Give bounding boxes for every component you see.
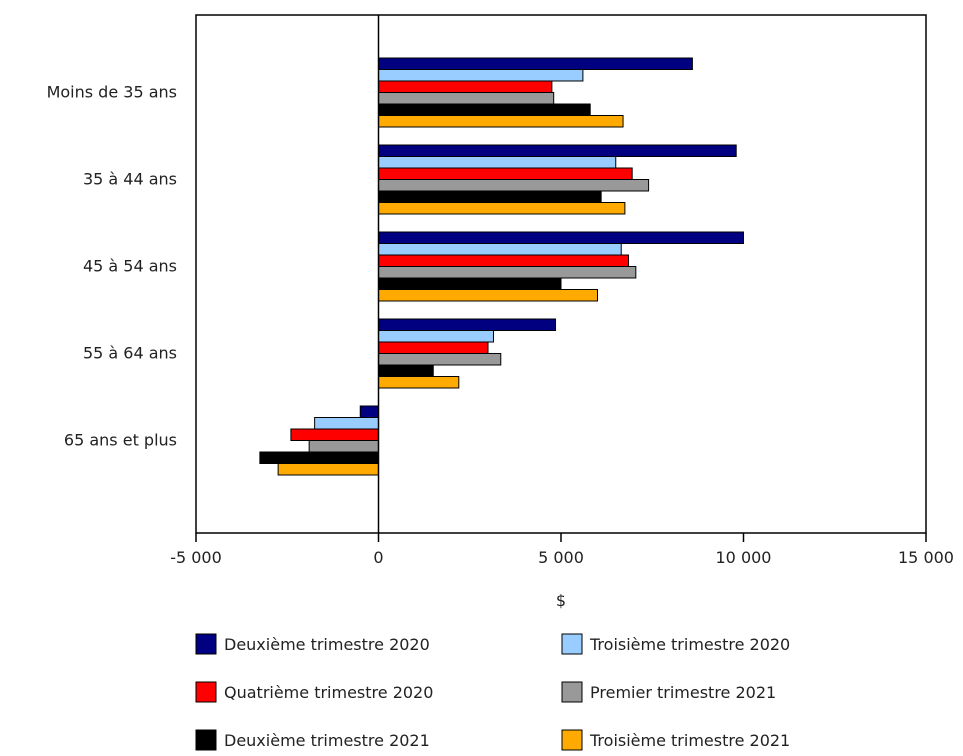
bars-group: [259, 57, 744, 476]
legend-label: Deuxième trimestre 2021: [224, 731, 430, 750]
bar-2-4: [378, 179, 650, 192]
legend-label: Premier trimestre 2021: [590, 683, 776, 702]
category-label: Moins de 35 ans: [47, 83, 177, 102]
bar-3-3: [378, 254, 630, 267]
x-axis-ticks: -5 000 0 5 000 10 000 15 000: [170, 533, 954, 567]
bar-1-3: [378, 80, 553, 93]
legend-swatch: [195, 681, 217, 703]
bar-4-4: [378, 353, 502, 366]
category-label: 65 ans et plus: [64, 431, 177, 450]
x-axis-label: $: [556, 591, 566, 610]
bar-4-5: [378, 364, 434, 377]
bar-1-1: [378, 57, 693, 70]
category-labels: Moins de 35 ans 35 à 44 ans 45 à 54 ans 55 …: [47, 83, 177, 450]
bar-5-2: [314, 417, 379, 430]
bar-2-6: [378, 202, 626, 215]
bar-1-5: [378, 103, 591, 116]
bar-5-1: [359, 405, 379, 418]
bar-2-2: [378, 156, 617, 169]
legend-swatch: [195, 633, 217, 655]
x-tick-label: -5 000: [170, 548, 222, 567]
x-tick-label: 15 000: [898, 548, 954, 567]
x-tick-label: 5 000: [538, 548, 584, 567]
legend-label: Troisième trimestre 2021: [589, 731, 790, 750]
bar-3-2: [378, 243, 622, 256]
bar-5-4: [308, 440, 379, 453]
bar-2-5: [378, 190, 602, 203]
legend-label: Deuxième trimestre 2020: [224, 635, 430, 654]
bar-3-1: [378, 231, 744, 244]
x-tick-label: 0: [373, 548, 383, 567]
legend-swatch: [561, 633, 583, 655]
bar-4-6: [378, 376, 460, 389]
legend-label: Quatrième trimestre 2020: [224, 683, 433, 702]
legend: Deuxième trimestre 2020 Troisième trimest…: [195, 633, 790, 751]
category-label: 35 à 44 ans: [83, 170, 177, 189]
legend-swatch: [561, 729, 583, 751]
legend-swatch: [561, 681, 583, 703]
bar-2-1: [378, 144, 737, 157]
x-tick-label: 10 000: [716, 548, 772, 567]
bar-2-3: [378, 167, 633, 180]
bar-4-3: [378, 341, 489, 354]
category-label: 45 à 54 ans: [83, 257, 177, 276]
category-label: 55 à 64 ans: [83, 344, 177, 363]
bar-1-6: [378, 115, 624, 128]
legend-label: Troisième trimestre 2020: [589, 635, 790, 654]
bar-3-5: [378, 277, 562, 290]
bar-5-6: [277, 463, 379, 476]
bar-5-5: [259, 451, 379, 464]
bar-3-6: [378, 289, 598, 302]
bar-5-3: [290, 428, 379, 441]
legend-swatch: [195, 729, 217, 751]
bar-1-4: [378, 92, 555, 105]
bar-4-1: [378, 318, 557, 331]
bar-1-2: [378, 69, 584, 82]
bar-3-4: [378, 266, 637, 279]
bar-4-2: [378, 330, 494, 343]
